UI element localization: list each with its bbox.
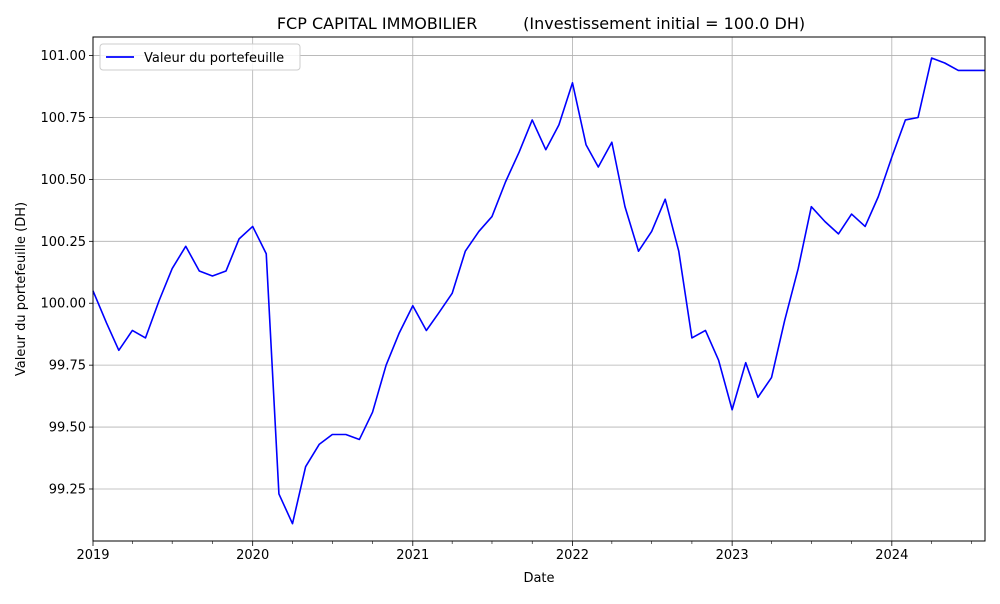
legend: Valeur du portefeuille <box>99 43 301 71</box>
x-axis-label: Date <box>523 571 554 586</box>
y-tick-label: 100.00 <box>41 297 87 312</box>
x-tick-label: 2022 <box>556 548 589 563</box>
x-tick-label: 2020 <box>236 548 269 563</box>
y-tick-label: 99.75 <box>49 359 86 374</box>
plot-frame <box>92 36 986 542</box>
legend-box <box>99 43 301 71</box>
y-axis-label: Valeur du portefeuille (DH) <box>14 202 29 376</box>
x-tick-label: 2021 <box>396 548 429 563</box>
x-tick-label: 2019 <box>76 548 109 563</box>
legend-label: Valeur du portefeuille <box>144 51 284 66</box>
series-layer <box>92 57 985 525</box>
x-tick-label: 2024 <box>875 548 908 563</box>
x-ticks: 2019 2020 2021 2022 2023 2024 <box>76 541 972 563</box>
y-tick-label: 100.75 <box>41 111 87 126</box>
gridlines <box>92 37 985 541</box>
y-tick-label: 101.00 <box>41 49 87 64</box>
y-tick-label: 99.25 <box>49 482 86 497</box>
y-tick-label: 100.25 <box>41 235 87 250</box>
y-tick-label: 99.50 <box>49 421 86 436</box>
series-line <box>92 57 985 525</box>
chart-title: FCP CAPITAL IMMOBILIER (Investissement i… <box>277 14 805 33</box>
y-tick-label: 100.50 <box>41 173 87 188</box>
y-ticks: 99.25 99.50 99.75 100.00 100.25 100.50 100.75 1… <box>41 49 93 497</box>
x-tick-label: 2023 <box>716 548 749 563</box>
